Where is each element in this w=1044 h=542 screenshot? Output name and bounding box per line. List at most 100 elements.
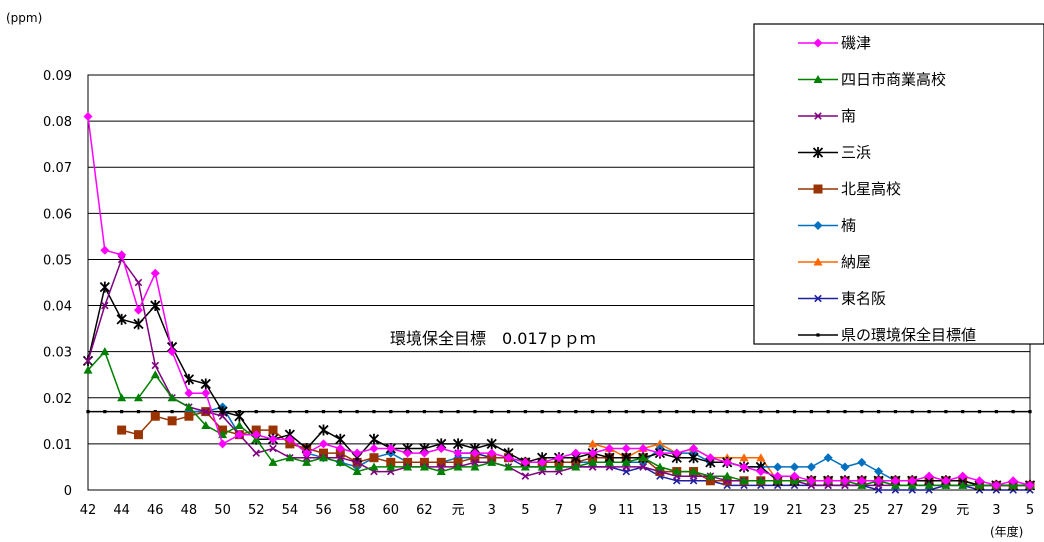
data-point [335, 457, 345, 466]
data-point [874, 476, 884, 486]
data-point [369, 462, 379, 471]
data-point [638, 453, 648, 462]
legend-item: 納屋 [798, 253, 871, 271]
y-tick-label: 0.04 [43, 300, 72, 315]
data-point [268, 434, 278, 444]
x-tick-label: 21 [786, 503, 803, 518]
data-point [117, 250, 127, 260]
data-point [759, 410, 763, 414]
data-point [823, 453, 833, 463]
data-point [150, 370, 160, 379]
data-point [773, 471, 783, 481]
x-tick-label: 19 [753, 503, 770, 518]
data-point [103, 410, 107, 414]
data-point [977, 410, 982, 414]
data-point [504, 453, 514, 463]
data-point [355, 410, 359, 414]
data-point [823, 476, 833, 486]
data-point [1011, 410, 1015, 414]
data-point [302, 457, 312, 466]
data-point [806, 476, 816, 486]
data-point [1008, 476, 1018, 486]
data-point [742, 410, 746, 414]
legend-marker [813, 257, 823, 266]
data-point [806, 462, 816, 472]
y-axis-ticks: 0 0.01 0.02 0.03 0.04 0.05 0.06 0.07 0.08 0.09 [43, 69, 72, 499]
data-point [588, 448, 598, 458]
y-tick-label: 0.02 [43, 392, 72, 407]
data-point [201, 420, 211, 429]
data-point [251, 425, 261, 435]
data-point [574, 410, 578, 414]
data-point [335, 444, 345, 453]
y-tick-label: 0.01 [43, 438, 72, 453]
data-point [83, 112, 93, 121]
y-tick-label: 0 [64, 484, 72, 499]
data-point [672, 448, 682, 458]
x-tick-label: 29 [921, 503, 938, 518]
data-point [101, 301, 109, 310]
data-point [840, 462, 850, 472]
data-point [877, 410, 881, 414]
data-point [471, 458, 479, 467]
data-point [705, 476, 715, 486]
x-tick-label: 5 [1026, 503, 1034, 518]
data-point [506, 410, 511, 414]
data-point [857, 457, 867, 467]
series-県の環境保全目標値 [86, 410, 1032, 414]
x-tick-label: 42 [80, 503, 97, 518]
data-point [470, 462, 480, 471]
x-tick-label: 52 [248, 503, 265, 518]
data-point [924, 480, 934, 489]
data-point [487, 453, 497, 463]
data-point [319, 453, 328, 462]
x-axis-unit: (年度) [990, 524, 1023, 539]
data-point [436, 457, 446, 467]
data-point [369, 453, 379, 463]
data-point [756, 467, 766, 477]
data-point [184, 402, 194, 411]
data-point [604, 444, 614, 453]
data-point [167, 347, 177, 357]
data-point [523, 410, 527, 414]
data-point [504, 462, 514, 471]
data-point [588, 439, 598, 448]
data-point [672, 467, 682, 476]
data-point [318, 424, 329, 436]
data-point [537, 457, 547, 467]
data-point [419, 457, 429, 467]
data-point [386, 457, 396, 467]
data-point [641, 410, 645, 414]
data-point [571, 448, 581, 458]
data-point [386, 462, 396, 471]
legend-marker [816, 333, 820, 337]
data-point [288, 410, 292, 414]
legend-item: 南 [798, 107, 856, 125]
data-point [487, 448, 497, 458]
data-point [252, 449, 260, 457]
data-point [133, 393, 143, 402]
data-point [453, 457, 463, 467]
data-point [117, 425, 127, 435]
data-point [321, 410, 326, 414]
data-point [136, 410, 141, 414]
data-point [843, 410, 847, 414]
legend-item: 三浜 [798, 144, 871, 162]
data-point [691, 410, 696, 414]
legend-label: 納屋 [841, 253, 871, 271]
data-point [99, 281, 110, 293]
data-point [183, 373, 195, 385]
legend-label: 県の環境保全目標値 [841, 326, 976, 344]
data-point [621, 457, 631, 466]
data-point [453, 462, 463, 471]
y-tick-label: 0.06 [43, 207, 72, 222]
x-tick-label: 元 [452, 503, 465, 518]
legend-label: 三浜 [841, 144, 871, 162]
data-point [554, 462, 564, 471]
data-point [521, 472, 530, 480]
data-point [689, 444, 699, 453]
data-point [725, 410, 729, 414]
data-point [86, 410, 90, 414]
data-point [403, 457, 413, 467]
